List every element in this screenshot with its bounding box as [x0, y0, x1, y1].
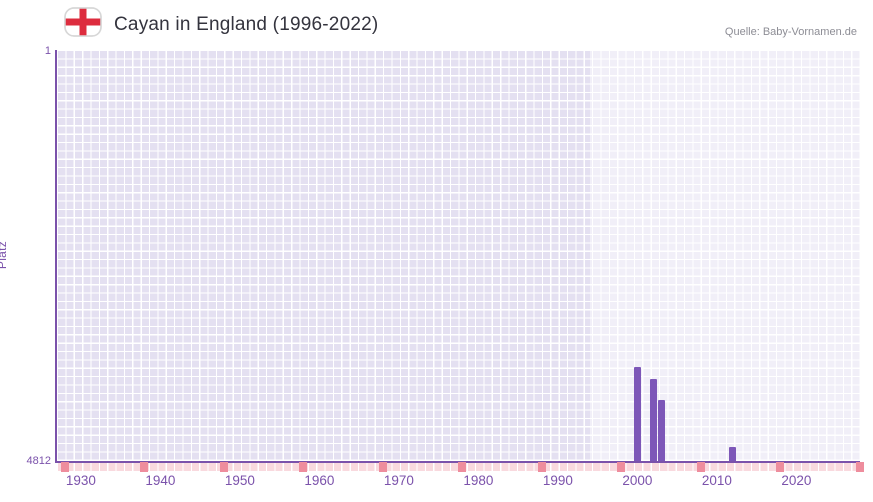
- x-tick-label-1950: 1950: [224, 473, 255, 488]
- data-availability-strip: [57, 462, 864, 472]
- x-tick-label-1990: 1990: [542, 473, 573, 488]
- decade-marker-1978: [458, 462, 467, 472]
- bar-2000: [633, 367, 641, 462]
- decade-marker-2018: [776, 462, 785, 472]
- england-flag-icon: [64, 7, 102, 37]
- decade-marker-1998: [617, 462, 626, 472]
- x-tick-label-1980: 1980: [463, 473, 494, 488]
- x-tick-label-1930: 1930: [65, 473, 96, 488]
- decade-marker-1988: [537, 462, 546, 472]
- decade-marker-1958: [299, 462, 308, 472]
- x-tick-label-1970: 1970: [383, 473, 414, 488]
- decade-marker-1948: [219, 462, 228, 472]
- chart-header: Cayan in England (1996-2022) Quelle: Bab…: [0, 0, 873, 48]
- plot-area: [57, 50, 860, 462]
- highlight-band: [589, 50, 860, 462]
- decade-marker-2028: [856, 462, 864, 472]
- x-tick-label-1940: 1940: [145, 473, 176, 488]
- y-tick-label-bottom: 4812: [26, 455, 51, 467]
- x-tick-label-2020: 2020: [781, 473, 812, 488]
- decade-marker-1928: [60, 462, 69, 472]
- x-tick-label-1960: 1960: [304, 473, 335, 488]
- bar-2012: [729, 447, 737, 462]
- decade-marker-2008: [696, 462, 705, 472]
- x-tick-label-2000: 2000: [622, 473, 653, 488]
- bar-2003: [657, 399, 665, 462]
- source-credit: Quelle: Baby-Vornamen.de: [724, 26, 857, 38]
- bar-2002: [649, 379, 657, 462]
- page-title: Cayan in England (1996-2022): [114, 14, 379, 35]
- y-axis-line: [55, 50, 57, 463]
- decade-marker-1938: [140, 462, 149, 472]
- x-tick-label-2010: 2010: [701, 473, 732, 488]
- decade-marker-1968: [378, 462, 387, 472]
- y-tick-label-top: 1: [44, 45, 51, 57]
- y-axis-title: Platz: [0, 240, 10, 270]
- x-axis-line: [55, 461, 860, 463]
